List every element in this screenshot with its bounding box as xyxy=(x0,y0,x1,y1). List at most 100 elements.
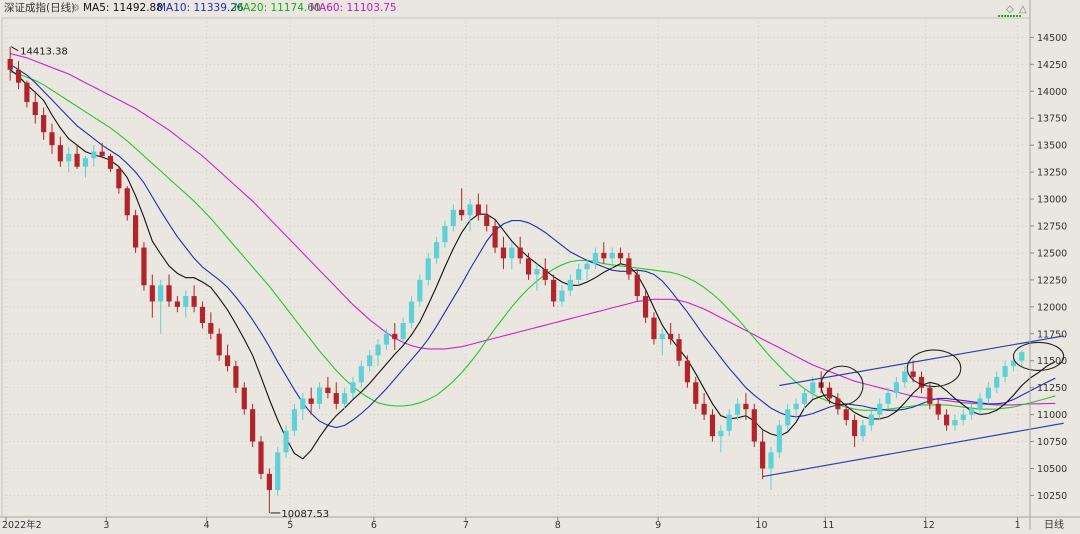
candle-body xyxy=(275,452,281,491)
candle-body xyxy=(7,58,13,70)
candle xyxy=(116,166,122,194)
candle xyxy=(308,387,314,415)
candle xyxy=(191,285,197,313)
candle-body xyxy=(116,168,122,189)
indicator-dot xyxy=(998,15,1000,17)
y-tick-label: 10250 xyxy=(1037,491,1067,502)
candle xyxy=(718,425,724,453)
candle-body xyxy=(517,247,523,259)
candle xyxy=(760,430,766,480)
y-tick-label: 14250 xyxy=(1037,60,1067,71)
candle xyxy=(216,328,222,361)
candle xyxy=(952,414,958,431)
expand-toggle-icon[interactable]: △ xyxy=(1019,4,1027,15)
candle-body xyxy=(283,430,289,453)
x-tick-label: 1 xyxy=(1015,520,1021,530)
candle-body xyxy=(300,398,306,410)
candle-body xyxy=(24,82,30,103)
candle xyxy=(551,274,557,307)
candle-body xyxy=(149,285,155,302)
candle xyxy=(985,382,991,404)
candle-body xyxy=(174,301,180,307)
candle xyxy=(642,290,649,324)
x-tick-label: 5 xyxy=(287,520,293,530)
candle xyxy=(584,258,590,280)
candle-body xyxy=(350,382,356,394)
ma20-line xyxy=(10,71,1056,411)
candle xyxy=(918,371,925,394)
candle xyxy=(810,376,816,399)
candle-body xyxy=(935,403,941,415)
candle xyxy=(943,409,950,431)
candle-body xyxy=(969,409,975,415)
candle xyxy=(776,420,782,458)
candle-body xyxy=(224,355,231,367)
candle xyxy=(734,398,741,421)
candle-body xyxy=(316,387,323,404)
candle xyxy=(726,409,732,437)
candle xyxy=(433,236,440,264)
candle-body xyxy=(124,188,130,216)
candle xyxy=(149,274,155,318)
candle xyxy=(241,382,247,415)
x-tick-label: 4 xyxy=(204,520,210,530)
candle-body xyxy=(442,226,448,243)
candle-body xyxy=(49,132,55,146)
candle xyxy=(250,403,256,447)
candle xyxy=(342,387,348,410)
indicator-dot xyxy=(1019,15,1021,17)
candle-body xyxy=(576,269,582,280)
candle-body xyxy=(668,333,674,340)
candle xyxy=(994,371,1000,394)
candle xyxy=(609,247,615,270)
y-tick-label: 10750 xyxy=(1037,437,1067,448)
collapse-toggle-icon[interactable]: ◇ xyxy=(1006,4,1014,15)
candle-body xyxy=(734,403,741,415)
candle xyxy=(325,376,331,399)
candle-body xyxy=(15,69,22,83)
candle xyxy=(367,349,373,372)
candle-body xyxy=(793,403,799,410)
candle-body xyxy=(634,274,640,297)
candle xyxy=(141,242,147,291)
candle-body xyxy=(99,151,105,156)
candle-body xyxy=(952,420,958,426)
candle xyxy=(751,403,757,447)
candle xyxy=(450,204,456,232)
candle xyxy=(534,263,540,291)
candle-body xyxy=(910,371,916,377)
candle-body xyxy=(601,252,607,259)
ma5-line xyxy=(9,69,1056,460)
candle-body xyxy=(509,247,515,259)
x-tick-label: 9 xyxy=(655,520,661,530)
candle-body xyxy=(943,414,950,426)
candle xyxy=(893,376,900,399)
indicator-dots-icon[interactable] xyxy=(998,15,1021,17)
y-tick-label: 13000 xyxy=(1037,195,1067,206)
candle xyxy=(7,46,13,81)
indicator-dot xyxy=(1016,15,1018,17)
candle xyxy=(417,274,423,307)
candle xyxy=(509,242,515,270)
y-tick-label: 14500 xyxy=(1037,33,1067,44)
candle xyxy=(32,91,38,124)
candle xyxy=(99,143,105,159)
candle xyxy=(166,274,172,307)
candle xyxy=(484,204,490,232)
candle xyxy=(659,328,665,356)
indicator-dot xyxy=(1007,15,1009,17)
candle-layer xyxy=(7,46,1025,514)
candle xyxy=(693,376,699,410)
candle xyxy=(601,242,607,264)
candle xyxy=(400,317,406,345)
candle-body xyxy=(166,285,172,302)
settings-icon[interactable]: ⚙ xyxy=(71,3,80,14)
candle xyxy=(375,339,381,367)
candle-body xyxy=(241,387,247,410)
y-tick-label: 12500 xyxy=(1037,248,1067,259)
candle-body xyxy=(1010,360,1017,367)
candle xyxy=(183,290,189,318)
candle-body xyxy=(542,269,548,280)
candle xyxy=(969,403,975,421)
